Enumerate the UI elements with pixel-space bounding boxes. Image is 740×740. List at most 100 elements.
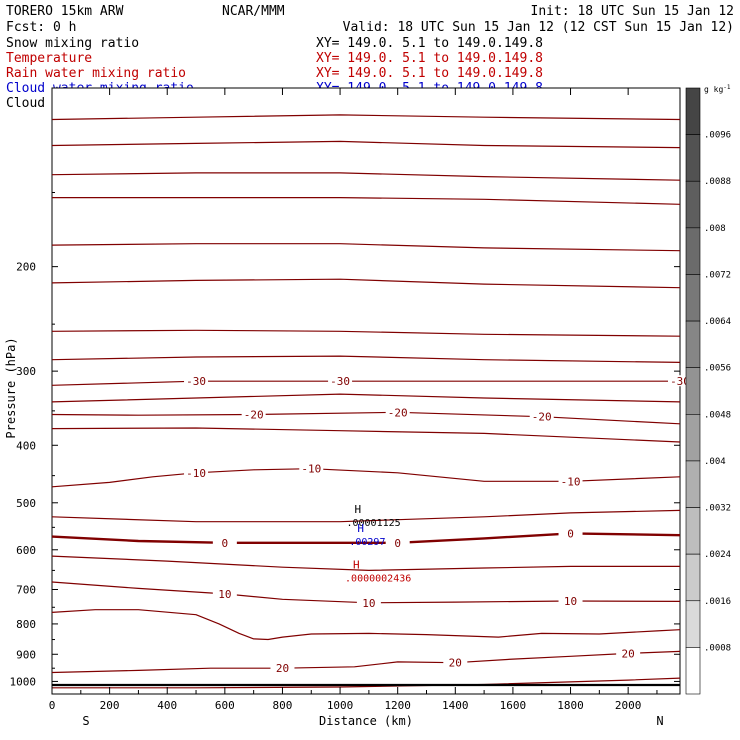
contour-label: 10 <box>362 597 375 610</box>
contour-label-bg <box>212 587 237 599</box>
legend-xy: XY= 149.0. 5.1 to 149.0.149.8 <box>316 51 543 66</box>
x-tick-label: 1000 <box>327 699 354 712</box>
colorbar-swatch <box>685 180 701 229</box>
colorbar-swatch <box>685 507 701 555</box>
contour-label-bg <box>529 410 554 422</box>
contour-label: -30 <box>330 375 350 388</box>
max-marker-symbol: H <box>354 503 361 516</box>
max-marker-symbol: H <box>353 558 360 571</box>
contour-line <box>51 427 681 443</box>
contour-line <box>52 197 681 205</box>
y-tick-label: 500 <box>16 497 36 510</box>
figure-header: TORERO 15km ARW NCAR/MMM Init: 18 UTC Su… <box>6 4 734 35</box>
colorbar-label: .0024 <box>704 550 731 560</box>
contour-label-bg <box>385 406 410 418</box>
contour-line <box>51 278 681 289</box>
contour-label: 20 <box>449 657 462 670</box>
x-tick-label: 800 <box>273 699 293 712</box>
y-tick-label: 200 <box>16 261 36 274</box>
contour-label-bg <box>299 462 324 474</box>
contour-line <box>51 509 681 523</box>
plot-frame <box>51 87 681 695</box>
contour-label-bg <box>356 596 381 608</box>
contour-label: -30 <box>670 375 690 388</box>
y-axis-title: Pressure (hPa) <box>4 337 18 438</box>
contour-label-bg <box>270 662 295 674</box>
legend-label: Snow mixing ratio <box>6 36 139 51</box>
contour-label: 0 <box>222 537 229 550</box>
contour-line <box>51 532 681 544</box>
colorbar-swatch <box>685 134 701 182</box>
contour-line <box>51 581 681 604</box>
contour-line <box>51 468 681 488</box>
contour-line <box>51 650 681 674</box>
south-label: S <box>82 714 89 728</box>
contour-line <box>51 411 681 425</box>
contour-label: 0 <box>394 537 401 550</box>
contour-label-bg <box>385 536 410 548</box>
colorbar-label: .0064 <box>704 317 731 327</box>
x-tick-label: 1800 <box>557 699 584 712</box>
y-tick-label: 600 <box>16 544 36 557</box>
distance-axis: 0 200 400 600 800 1000 1200 1400 1600 1800 2000 <box>49 88 658 712</box>
contour-line <box>51 609 681 641</box>
colorbar-unit: g kg-1 <box>704 84 731 94</box>
valid-time: Valid: 18 UTC Sun 15 Jan 12 (12 CST Sun … <box>343 20 734 35</box>
colorbar-label: .0072 <box>704 270 731 280</box>
init-time: Init: 18 UTC Sun 15 Jan 12 <box>531 4 735 19</box>
y-tick-label: 900 <box>16 648 36 661</box>
contour-label-bg <box>558 475 583 487</box>
contour-label: -10 <box>301 463 321 476</box>
contour-label: 10 <box>564 595 577 608</box>
colorbar-swatch <box>685 460 701 508</box>
colorbar-swatch <box>685 414 701 462</box>
contour-label-bg <box>328 375 353 387</box>
x-tick-label: 400 <box>157 699 177 712</box>
contour-line <box>51 393 681 403</box>
forecast-hour: Fcst: 0 h <box>6 20 76 35</box>
x-tick-label: 2000 <box>615 699 642 712</box>
colorbar-label: .0008 <box>704 643 731 653</box>
colorbar-swatch <box>685 320 701 368</box>
colorbar-swatch <box>685 600 701 648</box>
colorbar-swatch <box>685 553 701 602</box>
contour-label-bg <box>184 466 209 478</box>
model-title: TORERO 15km ARW <box>6 4 124 19</box>
contour-label-bg <box>558 527 583 539</box>
contour-label: -30 <box>186 375 206 388</box>
contour-labels: -30 -30 -30 -20 -20 -20 -10 -10 -10 0 0 0 10 10 10 20 20… <box>184 375 692 675</box>
x-tick-label: 0 <box>49 699 56 712</box>
max-marker-value: .00297 <box>349 537 385 548</box>
contour-line <box>51 172 681 181</box>
contour-label: -20 <box>388 406 408 419</box>
contour-label: 10 <box>218 588 231 601</box>
contour-label: -10 <box>561 475 581 488</box>
contour-label-bg <box>212 536 237 548</box>
colorbar-label: .004 <box>704 457 726 467</box>
colorbar-swatch <box>685 367 701 415</box>
contour-line <box>51 114 681 121</box>
contour-label-bg <box>443 656 468 668</box>
x-tick-label: 1200 <box>384 699 411 712</box>
contour-line <box>51 243 681 252</box>
colorbar-label: .0032 <box>704 504 731 514</box>
x-tick-label: 600 <box>215 699 235 712</box>
y-tick-label: 1000 <box>10 675 37 688</box>
org-label: NCAR/MMM <box>222 4 285 19</box>
colorbar-label: .008 <box>704 224 726 234</box>
max-marker-value: .00001125 <box>346 518 400 529</box>
legend-xy: XY= 149.0. 5.1 to 149.0.149.8 <box>316 36 543 51</box>
contour-label-bg <box>558 595 583 607</box>
x-tick-label: 200 <box>100 699 120 712</box>
contour-label: 20 <box>276 662 289 675</box>
y-tick-label: 800 <box>16 618 36 631</box>
colorbar-swatch <box>685 274 701 322</box>
y-tick-label: 300 <box>16 365 36 378</box>
contour-label-bg <box>616 647 641 659</box>
contour-label-bg <box>241 408 266 420</box>
legend-label: Temperature <box>6 51 92 66</box>
legend-xy: XY= 149.0. 5.1 to 149.0.149.8 <box>316 66 543 81</box>
contour-label: -10 <box>186 467 206 480</box>
